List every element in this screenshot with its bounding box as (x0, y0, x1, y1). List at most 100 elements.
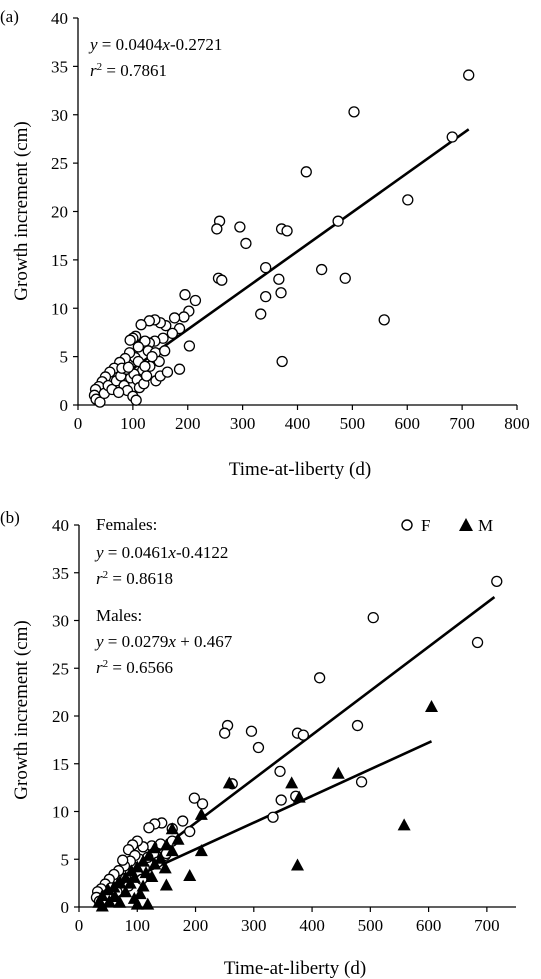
male-data-point-triangle (95, 899, 109, 912)
y-tick-label: 15 (51, 251, 68, 270)
female-data-point-circle (491, 575, 503, 587)
male-data-point-triangle (133, 887, 147, 900)
data-point-circle (211, 223, 223, 235)
data-point-circle (139, 360, 151, 372)
x-tick-label: 200 (183, 916, 209, 935)
male-data-point-triangle (154, 851, 168, 864)
male-data-point-triangle (425, 699, 439, 712)
y-tick-label: 5 (61, 850, 70, 869)
panel-b-males-r-squared: r2 = 0.6566 (96, 658, 173, 677)
male-data-point-triangle (130, 897, 144, 910)
x-tick-label: 800 (504, 414, 530, 433)
female-data-point-circle (274, 765, 286, 778)
y-tick-label: 40 (51, 9, 68, 28)
x-tick-label: 600 (395, 414, 421, 433)
male-data-point-triangle (148, 857, 162, 870)
female-data-point-circle (245, 725, 258, 737)
data-point-circle (94, 396, 106, 408)
male-data-point-triangle (136, 854, 150, 867)
x-tick-label: 0 (74, 414, 83, 433)
x-tick-label: 500 (340, 414, 366, 433)
male-data-point-triangle (139, 866, 153, 879)
x-tick-label: 400 (285, 414, 311, 433)
legend-female-marker (401, 519, 413, 531)
data-point-circle (173, 363, 186, 375)
panel-a-x-axis-label: Time-at-liberty (d) (229, 459, 371, 480)
male-data-point-triangle (159, 878, 173, 891)
panel-b-males-heading: Males: (96, 606, 142, 625)
female-data-point-circle (117, 854, 129, 866)
x-tick-label: 100 (125, 916, 151, 935)
panel-a-y-axis-label: Growth increment (cm) (11, 121, 32, 300)
female-data-point-circle (143, 822, 155, 834)
male-data-point-triangle (101, 883, 115, 896)
legend-male-label: M (478, 516, 493, 535)
y-tick-label: 5 (60, 348, 69, 367)
data-point-circle (178, 311, 190, 323)
y-tick-label: 30 (51, 106, 68, 125)
male-data-point-triangle (148, 841, 162, 854)
y-tick-label: 25 (51, 154, 68, 173)
data-point-circle (179, 289, 191, 301)
x-tick-label: 500 (358, 916, 384, 935)
data-point-circle (130, 394, 142, 406)
y-tick-label: 40 (52, 516, 69, 535)
data-point-circle (300, 166, 312, 178)
x-tick-label: 200 (175, 414, 201, 433)
y-tick-label: 10 (52, 803, 69, 822)
x-tick-label: 700 (449, 414, 475, 433)
x-tick-label: 700 (474, 916, 500, 935)
y-tick-label: 20 (51, 203, 68, 222)
male-data-point-triangle (222, 776, 236, 789)
female-data-point-circle (297, 729, 309, 741)
data-point-circle (183, 340, 196, 352)
data-point-circle (273, 273, 285, 285)
data-point-circle (159, 345, 171, 357)
data-point-circle (135, 319, 147, 331)
female-data-point-circle (177, 815, 189, 827)
y-tick-label: 15 (52, 755, 69, 774)
data-point-circle (281, 225, 293, 237)
data-point-circle (122, 361, 135, 373)
legend-female-label: F (421, 516, 430, 535)
female-data-point-circle (267, 811, 279, 823)
y-tick-label: 25 (52, 659, 69, 678)
female-data-point-circle (313, 672, 326, 684)
panel-b-x-axis-label: Time-at-liberty (d) (224, 958, 366, 979)
male-data-point-triangle (171, 832, 185, 845)
data-point-circle (463, 69, 475, 81)
data-point-circle (276, 355, 288, 368)
x-tick-label: 600 (416, 916, 442, 935)
male-data-point-triangle (119, 885, 133, 898)
panel-a-equation: y = 0.0404x-0.2721 (88, 35, 222, 54)
male-data-point-triangle (165, 822, 179, 835)
male-data-point-triangle (194, 807, 208, 820)
panel-b-chart: (b) Females: y = 0.0461x-0.4122 r2 = 0.8… (0, 508, 516, 979)
male-data-point-triangle (165, 844, 179, 857)
data-point-circle (255, 308, 267, 320)
data-point-circle (189, 294, 202, 307)
data-point-circle (124, 334, 136, 346)
panel-b-males-equation: y = 0.0279x + 0.467 (94, 632, 233, 651)
y-tick-label: 0 (61, 898, 70, 917)
female-data-point-circle (219, 727, 231, 739)
male-data-point-triangle (113, 895, 127, 908)
panel-b-label: (b) (0, 508, 20, 527)
data-point-circle (161, 366, 174, 378)
data-point-circle (275, 287, 287, 299)
data-point-circle (168, 312, 181, 324)
data-point-circle (402, 194, 414, 206)
male-data-point-triangle (145, 869, 159, 882)
male-data-point-triangle (331, 766, 345, 779)
female-data-point-circle (184, 825, 196, 838)
male-data-point-triangle (141, 897, 155, 910)
panel-a-chart: (a) y = 0.0404x-0.2721 r2 = 0.7861 Time-… (0, 7, 530, 480)
female-data-point-circle (275, 794, 287, 806)
data-point-circle (260, 261, 272, 274)
y-tick-label: 20 (52, 707, 69, 726)
male-data-point-triangle (158, 861, 172, 874)
y-tick-label: 0 (60, 396, 69, 415)
x-tick-label: 400 (299, 916, 325, 935)
data-point-circle (260, 290, 272, 303)
